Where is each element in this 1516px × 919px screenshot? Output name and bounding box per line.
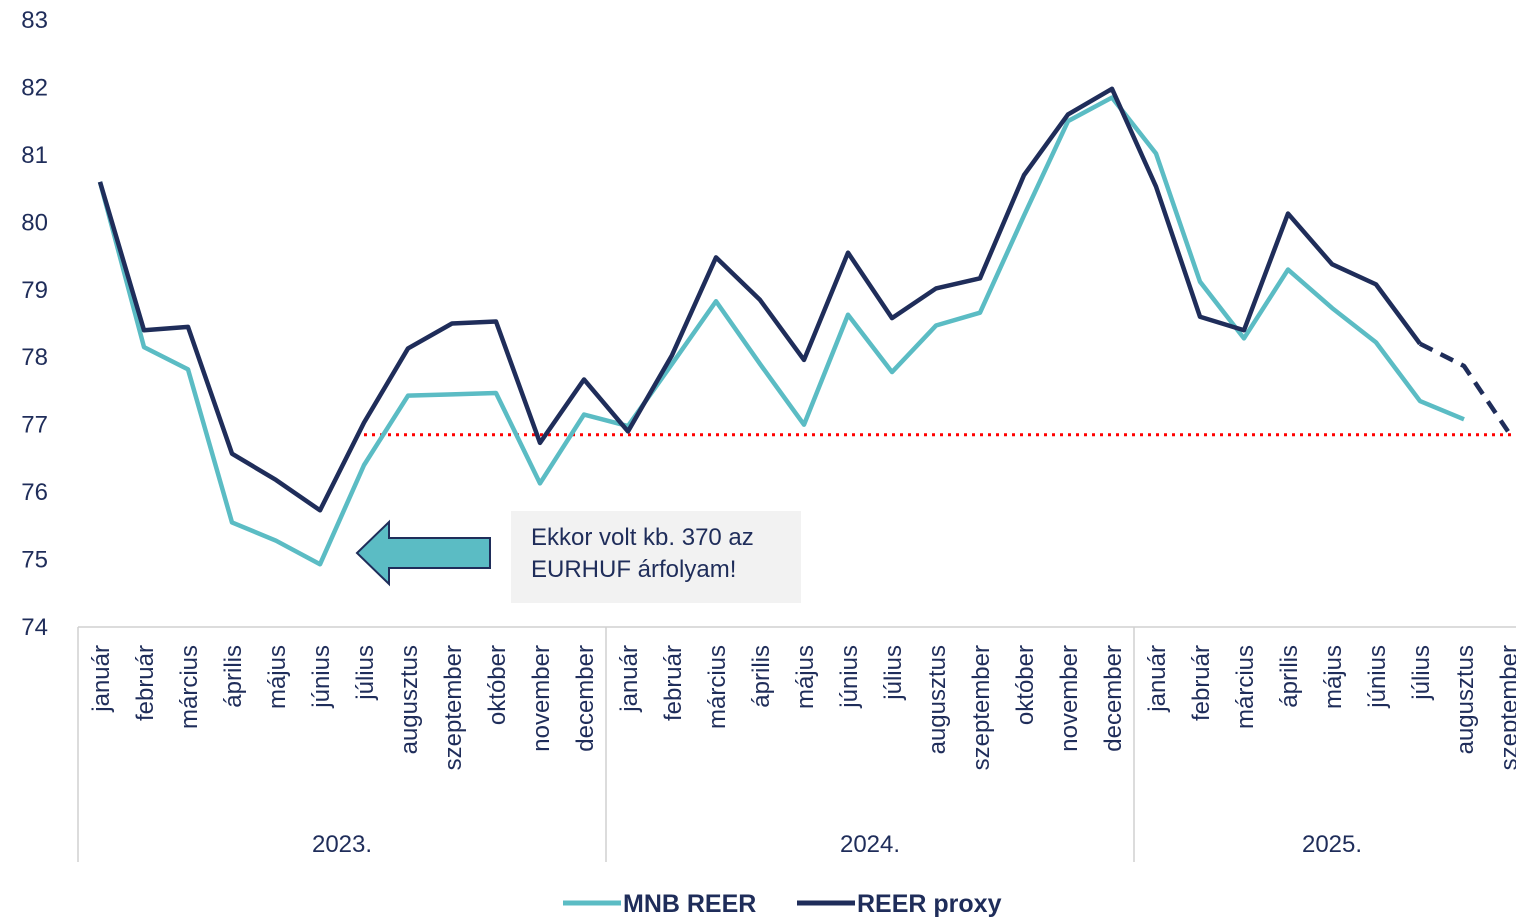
- x-tick-label: január: [616, 645, 643, 713]
- legend-label: MNB REER: [623, 890, 756, 918]
- x-tick-label: április: [220, 645, 247, 708]
- x-tick-label: szeptember: [968, 645, 995, 770]
- x-tick-label: május: [264, 645, 291, 709]
- y-tick-label: 79: [21, 277, 48, 304]
- x-tick-label: január: [1144, 645, 1171, 713]
- x-tick-label: május: [792, 645, 819, 709]
- x-tick-label: november: [1056, 645, 1083, 752]
- x-tick-label: február: [660, 645, 687, 721]
- x-tick-label: június: [308, 645, 335, 709]
- x-tick-label: augusztus: [396, 645, 423, 754]
- x-tick-label: augusztus: [1452, 645, 1479, 754]
- x-tick-label: szeptember: [440, 645, 467, 770]
- x-tick-label: március: [704, 645, 731, 729]
- x-tick-label: március: [1232, 645, 1259, 729]
- x-tick-label: október: [1012, 645, 1039, 725]
- x-tick-label: november: [528, 645, 555, 752]
- x-tick-label: július: [880, 645, 907, 701]
- x-tick-label: április: [1276, 645, 1303, 708]
- x-tick-label: július: [352, 645, 379, 701]
- y-tick-label: 82: [21, 74, 48, 101]
- x-tick-label: június: [1364, 645, 1391, 709]
- x-tick-label: február: [132, 645, 159, 721]
- series-line: [97, 86, 1422, 513]
- x-tick-label: december: [1100, 645, 1127, 752]
- x-tick-label: április: [748, 645, 775, 708]
- x-tick-label: május: [1320, 645, 1347, 709]
- y-tick-label: 77: [21, 412, 48, 439]
- group-label: 2023.: [312, 831, 372, 858]
- y-tick-label: 74: [21, 614, 48, 641]
- group-label: 2025.: [1302, 831, 1362, 858]
- x-tick-label: június: [836, 645, 863, 709]
- group-label: 2024.: [840, 831, 900, 858]
- annotation-text: EURHUF árfolyam!: [531, 556, 736, 583]
- x-tick-label: január: [88, 645, 115, 713]
- x-tick-label: február: [1188, 645, 1215, 721]
- x-tick-label: szeptember: [1496, 645, 1516, 770]
- x-tick-label: október: [484, 645, 511, 725]
- y-tick-label: 75: [21, 547, 48, 574]
- y-tick-label: 76: [21, 479, 48, 506]
- x-tick-label: március: [176, 645, 203, 729]
- legend-label: REER proxy: [857, 890, 1002, 918]
- y-tick-label: 83: [21, 7, 48, 34]
- x-tick-label: augusztus: [924, 645, 951, 754]
- y-tick-label: 81: [21, 142, 48, 169]
- y-tick-label: 80: [21, 209, 48, 236]
- x-tick-label: július: [1408, 645, 1435, 701]
- y-tick-label: 78: [21, 344, 48, 371]
- series-line: [1418, 341, 1510, 433]
- annotation-box: [511, 511, 801, 603]
- annotation-text: Ekkor volt kb. 370 az: [531, 524, 754, 551]
- x-tick-label: december: [572, 645, 599, 752]
- annotation-arrow: [355, 519, 491, 587]
